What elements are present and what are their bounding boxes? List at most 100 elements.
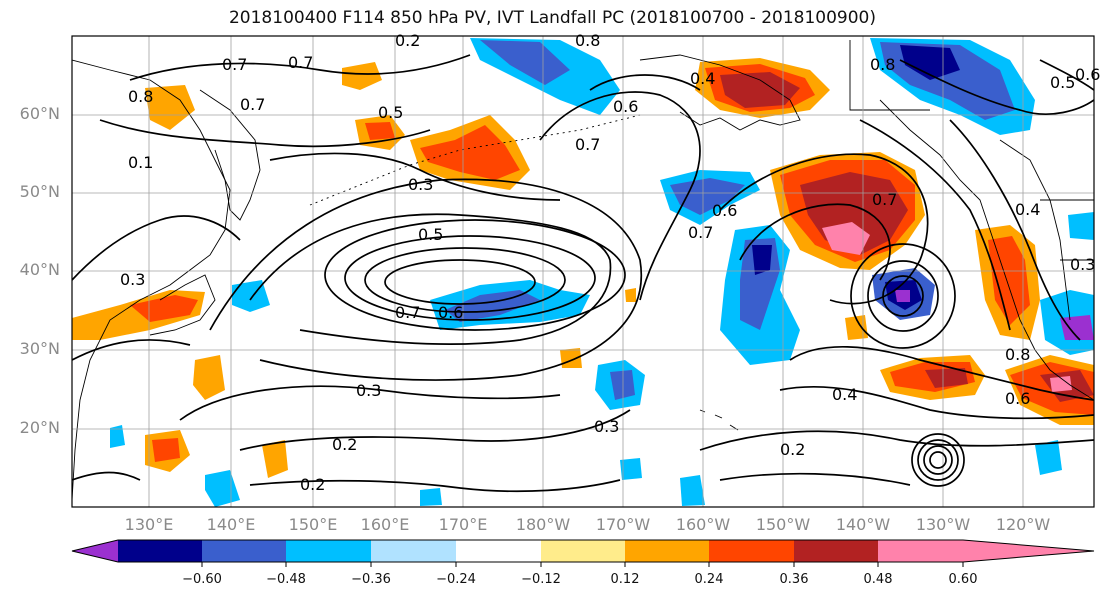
lat-label-30n: 30°N	[19, 339, 60, 358]
colorbar-tick-label: 0.48	[863, 572, 893, 587]
coastline-alaska	[639, 54, 801, 131]
contour-line	[249, 479, 621, 493]
lon-label: 180°W	[515, 515, 571, 534]
contour-line	[923, 445, 953, 475]
colorbar-tick-label: 0.60	[948, 572, 978, 587]
contour-line	[859, 119, 1011, 331]
pos-region	[720, 72, 800, 108]
neg-region	[752, 245, 772, 275]
pos-region	[342, 62, 382, 90]
contour-line	[882, 275, 924, 317]
coastlines	[72, 40, 1094, 501]
lat-label-40n: 40°N	[19, 260, 60, 279]
colorbar-tick-label: 0.36	[779, 572, 809, 587]
contour-line	[789, 346, 1094, 401]
contour-line	[911, 433, 965, 487]
colorbar-tick-label: −0.36	[351, 572, 391, 587]
contour-label: 0.3	[356, 381, 381, 400]
lon-label: 170°W	[595, 515, 651, 534]
contour-line	[929, 451, 947, 469]
contour-line	[72, 339, 191, 361]
pos-region	[625, 288, 636, 302]
map-frame	[71, 35, 1095, 508]
pos-region	[845, 315, 868, 340]
lon-label: 120°W	[995, 515, 1051, 534]
colorbar-tick-label: 0.24	[694, 572, 724, 587]
contour-line	[867, 260, 939, 332]
neg-region	[1060, 315, 1094, 340]
coastline-north-america	[879, 99, 1094, 401]
colorbar-segment	[541, 540, 625, 562]
contour-line	[917, 439, 959, 481]
pos-region	[193, 355, 225, 400]
pos-region	[130, 295, 198, 322]
pos-region	[262, 440, 288, 478]
pos-region	[988, 236, 1030, 325]
contour-label: 0.6	[613, 97, 638, 116]
lat-label-20n: 20°N	[19, 418, 60, 437]
contour-label: 0.6	[1005, 389, 1030, 408]
colorbar-tick-label: 0.12	[610, 572, 640, 587]
neg-region	[895, 290, 910, 302]
colorbar-segment	[709, 540, 794, 562]
contour-label: 0.8	[870, 55, 895, 74]
contour-line	[739, 203, 891, 281]
colorbar-segment	[286, 540, 371, 562]
contour-label: 0.8	[1005, 345, 1030, 364]
pos-region	[925, 368, 968, 388]
contour-label: 0.3	[120, 270, 145, 289]
colorbar-segment	[625, 540, 709, 562]
lon-label: 140°W	[835, 515, 891, 534]
colorbar-tick-label: −0.12	[521, 572, 561, 587]
contour-line	[239, 409, 631, 451]
colorbar-tick-label: −0.60	[182, 572, 222, 587]
neg-region	[480, 40, 570, 85]
lon-label: 160°E	[360, 515, 410, 534]
contour-label: 0.4	[1015, 200, 1040, 219]
colorbar-ticks	[201, 562, 964, 567]
lon-label: 140°E	[206, 515, 256, 534]
map-title: 2018100400 F114 850 hPa PV, IVT Landfall…	[228, 8, 876, 28]
neg-region	[900, 45, 960, 80]
contour-line	[99, 119, 431, 148]
contour-line	[209, 178, 643, 381]
shaded-field	[72, 38, 1094, 507]
contour-line	[589, 74, 701, 91]
neg-region	[620, 458, 642, 480]
contour-label: 0.7	[288, 53, 313, 72]
contour-line	[850, 243, 956, 349]
colorbar-extend-right	[963, 540, 1094, 562]
colorbar-segment	[118, 540, 202, 562]
contour-label: 0.3	[594, 417, 619, 436]
neg-region	[420, 488, 442, 506]
contour-line	[129, 54, 471, 81]
contour-label: 0.2	[300, 475, 325, 494]
contour-label: 0.7	[688, 223, 713, 242]
contour-label: 0.7	[872, 190, 897, 209]
contour-label: 0.8	[128, 87, 153, 106]
contour-line	[344, 235, 596, 321]
colorbar-tick-label: −0.24	[436, 572, 476, 587]
contour-label: 0.6	[438, 303, 463, 322]
lon-label: 160°W	[675, 515, 731, 534]
hawaii-islands	[699, 409, 739, 431]
contour-line	[539, 91, 701, 301]
colorbar-tick-label: −0.48	[266, 572, 306, 587]
colorbar-extend-left	[72, 540, 118, 562]
contour-label: 0.8	[575, 31, 600, 50]
neg-region	[670, 178, 745, 215]
contour-line	[719, 153, 929, 305]
coastline-japan	[149, 274, 216, 336]
contour-label: 0.6	[712, 201, 737, 220]
border-box	[849, 40, 1094, 261]
contour-label: 0.4	[690, 69, 715, 88]
lon-label: 150°E	[288, 515, 338, 534]
colorbar-segment	[202, 540, 286, 562]
neg-region	[110, 425, 125, 448]
contour-label: 0.7	[575, 135, 600, 154]
contour-line	[949, 119, 1081, 341]
contour-line	[779, 385, 1094, 420]
colorbar-outline	[71, 539, 1095, 563]
pos-region	[152, 438, 180, 462]
